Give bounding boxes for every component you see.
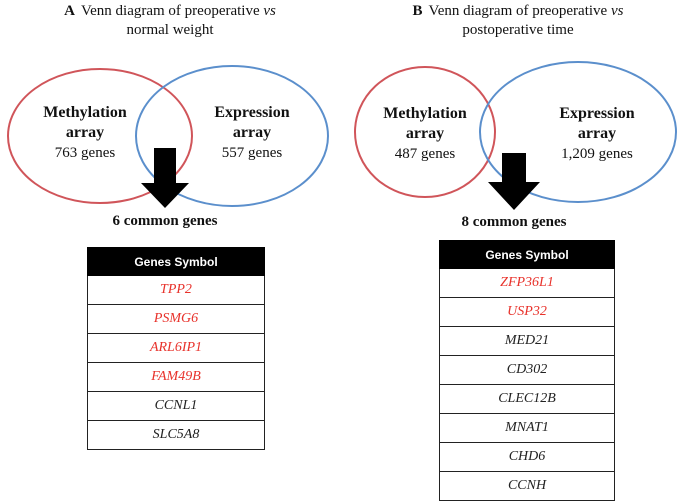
gene-symbol-cell: PSMG6 [87, 304, 265, 334]
panel-b-letter: B [412, 3, 423, 19]
panel-b-methylation-name2: array [405, 125, 445, 142]
panel-a-title-part1: Venn diagram of preoperative [80, 3, 264, 19]
table-row: ZFP36L1 [439, 268, 615, 298]
gene-symbol-cell: USP32 [439, 297, 615, 327]
panel-a: A Venn diagram of preoperative vs normal … [0, 0, 342, 486]
panel-b-expression-name1: Expression [559, 105, 635, 122]
table-row: CCNH [439, 471, 615, 501]
table-row: CLEC12B [439, 384, 615, 414]
panel-a-title-part2: normal weight [126, 22, 214, 38]
gene-symbol-cell: TPP2 [87, 275, 265, 305]
gene-symbol-cell: CCNL1 [87, 391, 265, 421]
panel-a-table-header: Genes Symbol [87, 247, 265, 276]
panel-b-methylation-count: 487 genes [394, 146, 456, 162]
panel-b-down-arrow [488, 153, 540, 210]
panel-b-expression-circle [479, 61, 677, 203]
gene-symbol-cell: MED21 [439, 326, 615, 356]
table-row: TPP2 [87, 275, 265, 305]
panel-a-title-vs: vs [263, 3, 276, 19]
panel-a-expression-circle [135, 65, 329, 207]
panel-a-letter: A [64, 3, 75, 19]
panel-b-title-part1: Venn diagram of preoperative [428, 3, 611, 19]
table-row: CCNL1 [87, 391, 265, 421]
panel-b-methylation-name1: Methylation [383, 105, 467, 122]
gene-symbol-cell: ARL6IP1 [87, 333, 265, 363]
table-row: ARL6IP1 [87, 333, 265, 363]
panel-b-expression-count: 1,209 genes [561, 146, 633, 162]
gene-symbol-cell: CLEC12B [439, 384, 615, 414]
panel-b-table-header: Genes Symbol [439, 240, 615, 269]
panel-a-genes-table: Genes Symbol TPP2 PSMG6 ARL6IP1 FAM49B CCNL1… [87, 247, 265, 450]
panel-b-title-part2: postoperative time [462, 22, 574, 38]
panel-a-expression-count: 557 genes [221, 145, 283, 161]
panel-b-methylation-circle [354, 66, 496, 198]
panel-a-methylation-name1: Methylation [43, 104, 127, 121]
table-row: FAM49B [87, 362, 265, 392]
panel-b-venn [354, 61, 677, 210]
panel-a-methylation-label: Methylation array 763 genes [25, 103, 145, 163]
table-row: CHD6 [439, 442, 615, 472]
panel-b-expression-name2: array [577, 125, 617, 142]
panel-a-methylation-circle [7, 68, 193, 204]
table-row: MED21 [439, 326, 615, 356]
table-row: USP32 [439, 297, 615, 327]
panel-a-methylation-name2: array [65, 124, 105, 141]
gene-symbol-cell: ZFP36L1 [439, 268, 615, 298]
gene-symbol-cell: CD302 [439, 355, 615, 385]
panel-b-common-genes-label: 8 common genes [461, 214, 567, 230]
panel-b-title: B Venn diagram of preoperative vs postope… [368, 2, 668, 40]
table-row: SLC5A8 [87, 420, 265, 450]
panel-b-methylation-label: Methylation array 487 genes [365, 104, 485, 164]
panel-a-down-arrow [141, 148, 189, 208]
panel-b-genes-table: Genes Symbol ZFP36L1 USP32 MED21 CD302 CLEC1… [439, 240, 615, 501]
table-row: CD302 [439, 355, 615, 385]
panel-b-expression-label: Expression array 1,209 genes [537, 104, 657, 164]
gene-symbol-cell: MNAT1 [439, 413, 615, 443]
gene-symbol-cell: SLC5A8 [87, 420, 265, 450]
gene-symbol-cell: FAM49B [87, 362, 265, 392]
panel-a-expression-name1: Expression [214, 104, 290, 121]
panel-a-title: A Venn diagram of preoperative vs normal … [20, 2, 320, 40]
panel-a-expression-label: Expression array 557 genes [192, 103, 312, 163]
panel-a-expression-name2: array [232, 124, 272, 141]
panel-a-common-genes-label: 6 common genes [112, 213, 218, 229]
panel-a-methylation-count: 763 genes [54, 145, 116, 161]
table-row: PSMG6 [87, 304, 265, 334]
panel-a-venn [7, 65, 329, 208]
gene-symbol-cell: CCNH [439, 471, 615, 501]
panel-b: B Venn diagram of preoperative vs postope… [343, 0, 685, 501]
table-row: MNAT1 [439, 413, 615, 443]
panel-b-title-vs: vs [610, 3, 624, 19]
gene-symbol-cell: CHD6 [439, 442, 615, 472]
